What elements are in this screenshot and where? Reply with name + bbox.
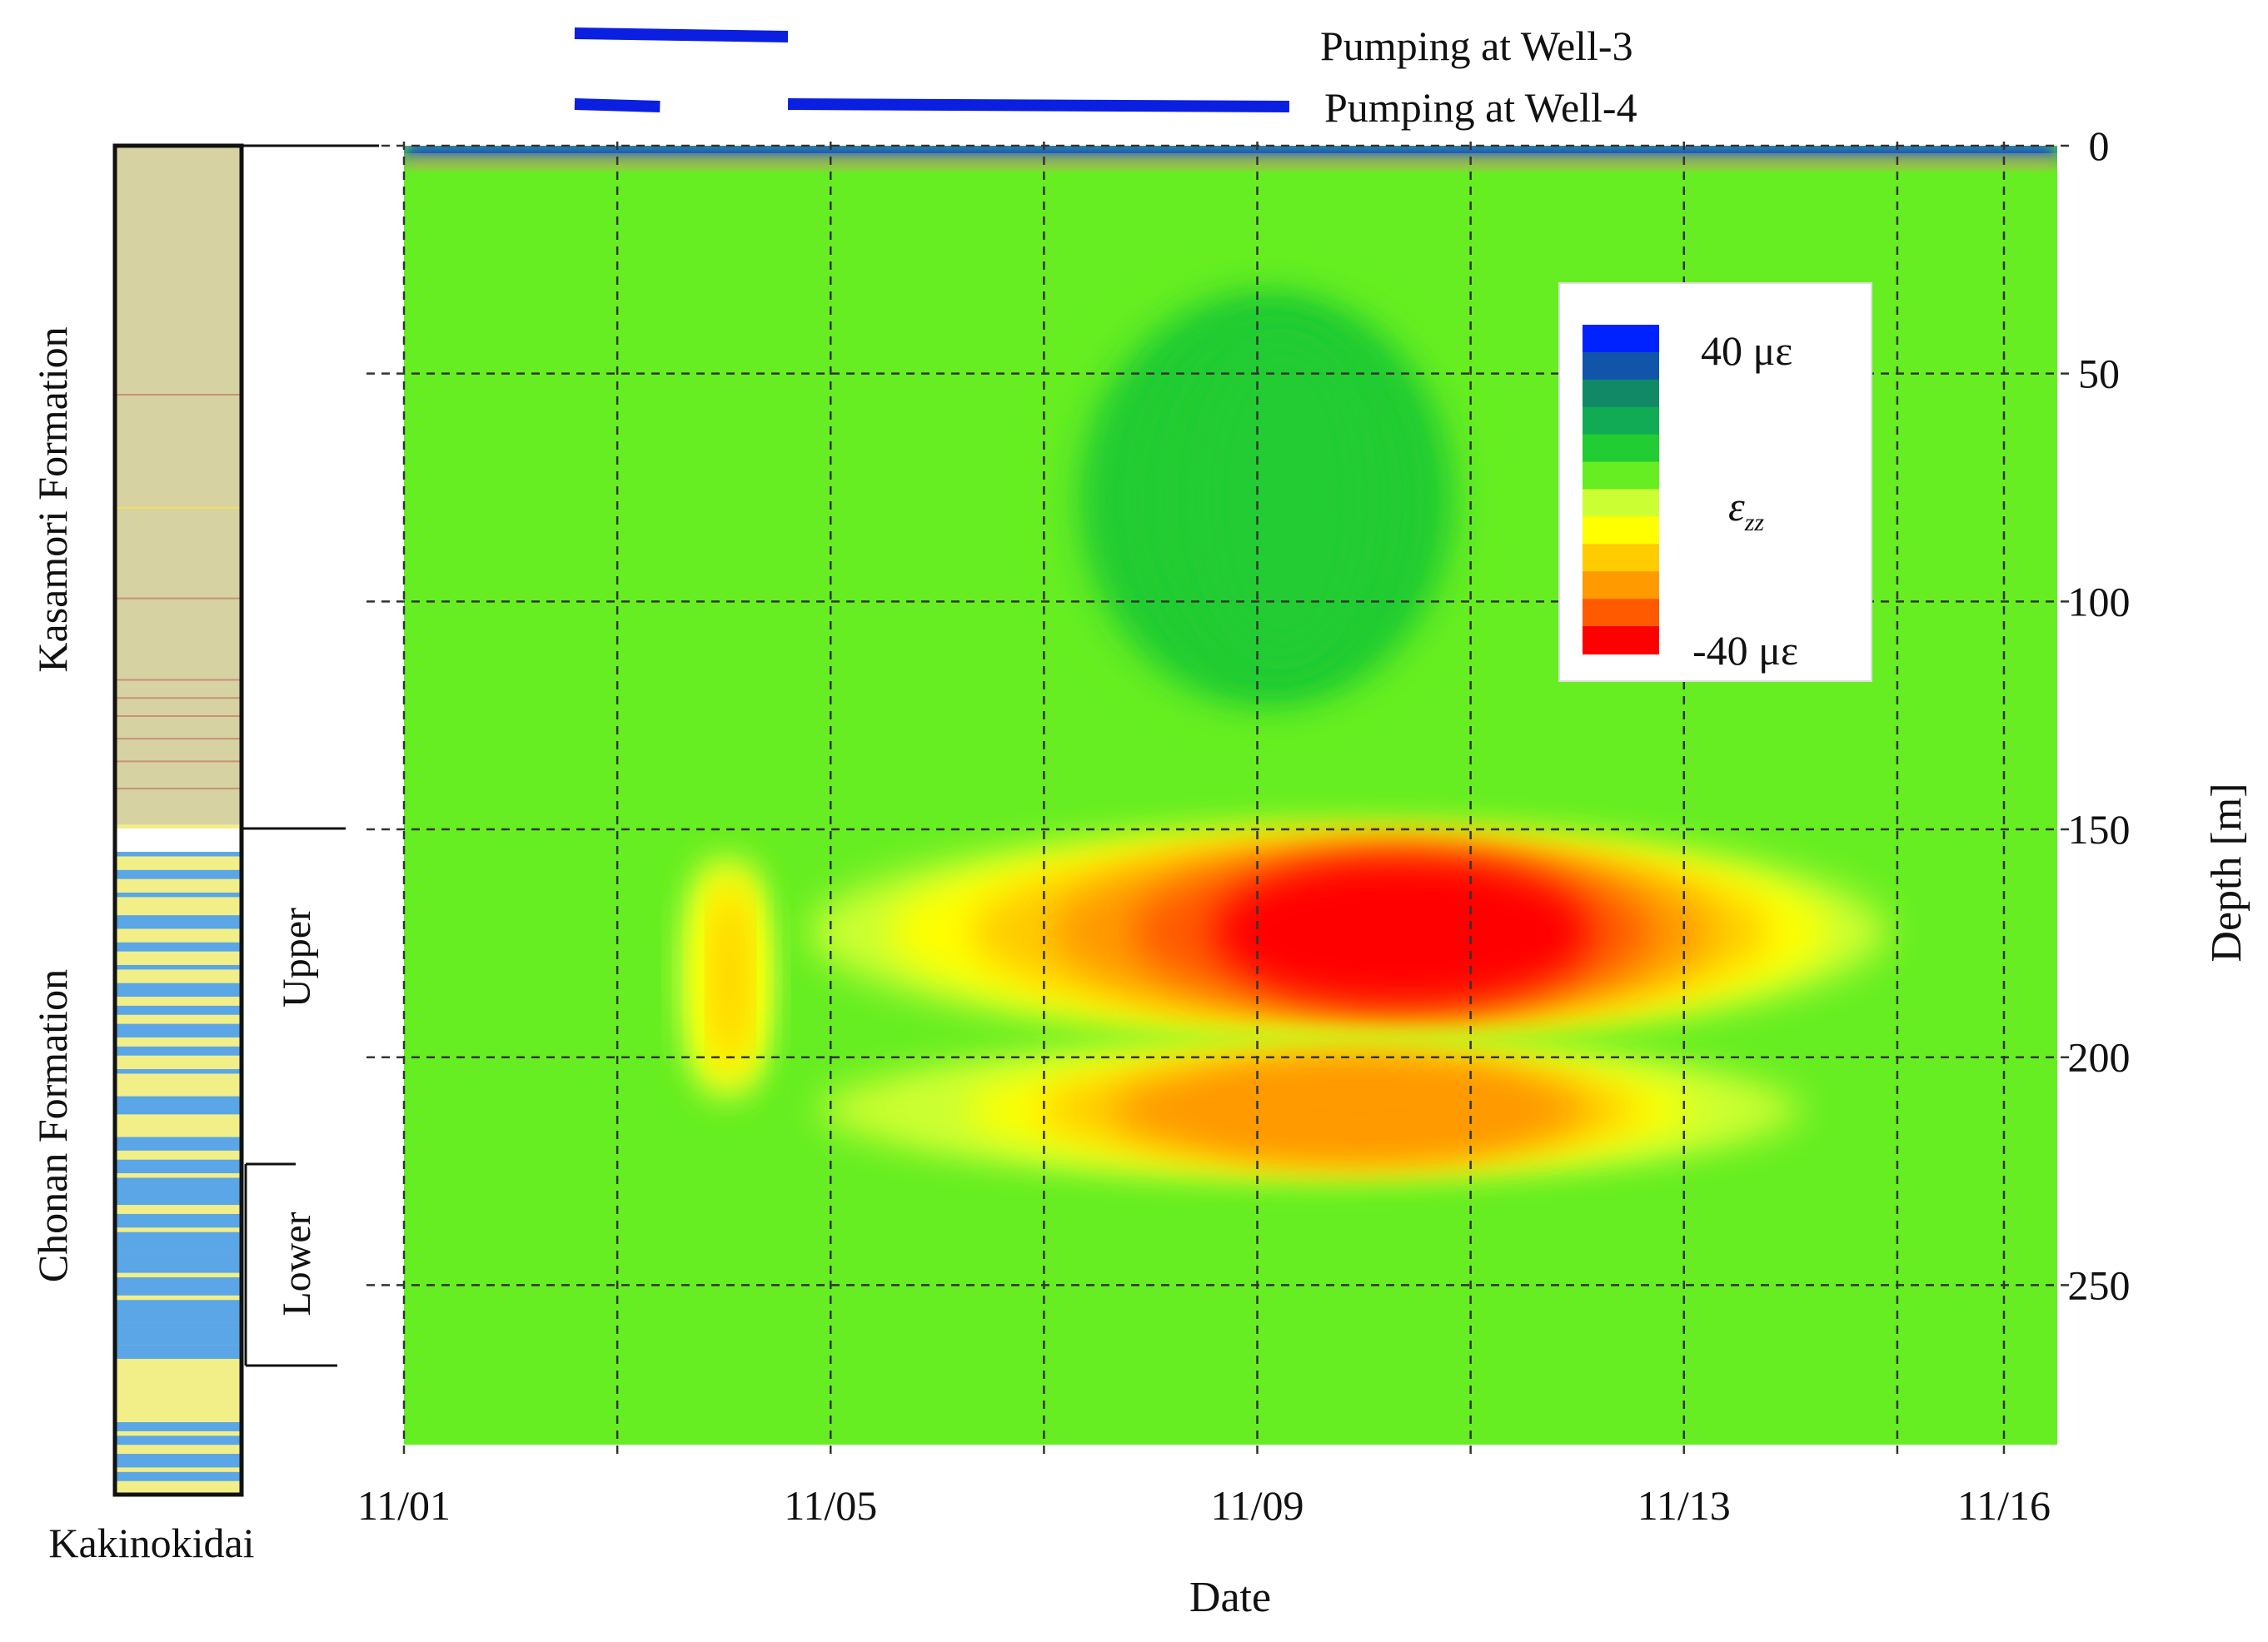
- chonan-blue-layer-3: [117, 915, 240, 929]
- colorbar-step-0: [1583, 325, 1659, 353]
- colorbar-step-11: [1583, 626, 1659, 654]
- chonan-blue-layer-7: [117, 1005, 240, 1015]
- colorbar-symbol-main: ε: [1728, 483, 1745, 530]
- strain-contour-3-6: [1208, 346, 1358, 653]
- chonan-blue-layer-19: [117, 1300, 240, 1323]
- x-tick-label-4: 11/16: [1957, 1482, 2051, 1529]
- colorbar-step-10: [1583, 599, 1659, 628]
- strain-field: [671, 282, 1887, 1172]
- colorbar-step-5: [1583, 461, 1659, 490]
- grid: [366, 142, 2070, 1457]
- chonan-blue-layer-22: [117, 1422, 240, 1431]
- formation-label-kasamori: Kasamori Formation: [29, 326, 76, 672]
- y-tick-label-3: 150: [2068, 806, 2131, 853]
- surface-band: [404, 146, 2057, 167]
- chonan-blue-layer-18: [117, 1277, 240, 1296]
- chonan-blue-layer-21: [117, 1345, 240, 1359]
- chonan-blue-layer-15: [117, 1213, 240, 1228]
- x-tick-label-3: 11/13: [1637, 1482, 1731, 1529]
- stratigraphic-column: Kasamori Formation Chonan Formation Uppe…: [29, 143, 379, 1566]
- chonan-blue-layer-9: [117, 1046, 240, 1056]
- x-axis-ticks: 11/01 11/05 11/09 11/13 11/16: [357, 1482, 2051, 1529]
- chonan-blue-layer-13: [117, 1159, 240, 1174]
- colorbar-legend: 40 με εzz -40 με: [1558, 282, 1872, 682]
- y-axis-title: Depth [m]: [2203, 783, 2251, 962]
- chonan-blue-layer-25: [117, 1471, 240, 1481]
- chonan-blue-layer-8: [117, 1023, 240, 1037]
- pumping-bar-4-0: [574, 98, 660, 112]
- strain-contour-2-6: [711, 888, 750, 1067]
- chonan-blue-layer-2: [117, 892, 240, 898]
- pumping-label-well-4: Pumping at Well-4: [1324, 84, 1637, 131]
- colorbar-min-label: -40 με: [1692, 627, 1798, 674]
- x-tick-label-1: 11/05: [784, 1482, 877, 1529]
- chonan-blue-layer-1: [117, 869, 240, 879]
- x-axis-title: Date: [1189, 1574, 1271, 1621]
- colorbar-step-3: [1583, 406, 1659, 435]
- pumping-label-well-3: Pumping at Well-3: [1320, 22, 1633, 69]
- chonan-blue-layer-11: [117, 1096, 240, 1115]
- pumping-bar-3-0: [574, 27, 789, 42]
- y-axis-ticks: 0 50 100 150 200 250: [2068, 122, 2131, 1308]
- chonan-blue-layer-4: [117, 942, 240, 952]
- colorbar-step-4: [1583, 434, 1659, 463]
- x-tick-label-2: 11/09: [1210, 1482, 1303, 1529]
- unit-label-lower: Lower: [275, 1212, 319, 1316]
- colorbar-step-6: [1583, 489, 1659, 518]
- x-tick-label-0: 11/01: [357, 1482, 451, 1529]
- strain-contour-1-6: [1187, 1066, 1531, 1153]
- chonan-blue-layer-0: [117, 852, 240, 857]
- formation-fill-0: [117, 146, 240, 825]
- well-name: Kakinokidai: [48, 1520, 254, 1566]
- chonan-blue-layer-24: [117, 1454, 240, 1468]
- chonan-blue-layer-6: [117, 983, 240, 998]
- chonan-blue-layer-16: [117, 1232, 240, 1251]
- colorbar-symbol-sub: zz: [1744, 509, 1765, 536]
- y-tick-label-1: 50: [2078, 351, 2120, 397]
- column-outline: [112, 143, 244, 1497]
- formation-label-chonan: Chonan Formation: [29, 969, 76, 1282]
- chonan-blue-layer-10: [117, 1068, 240, 1074]
- strain-contour-0-6: [1213, 859, 1591, 1005]
- y-tick-label-0: 0: [2089, 122, 2110, 169]
- pumping-schedule: Pumping at Well-3 Pumping at Well-4: [574, 22, 1637, 131]
- y-tick-label-4: 200: [2068, 1034, 2131, 1081]
- colorbar-step-2: [1583, 379, 1659, 408]
- chonan-blue-layer-5: [117, 964, 240, 970]
- colorbar-step-8: [1583, 544, 1659, 573]
- colorbar-step-7: [1583, 516, 1659, 545]
- colorbar-step-9: [1583, 571, 1659, 600]
- chonan-blue-layer-14: [117, 1177, 240, 1206]
- y-tick-label-5: 250: [2068, 1261, 2131, 1308]
- chonan-blue-layer-17: [117, 1250, 240, 1273]
- unit-label-upper: Upper: [275, 908, 319, 1008]
- y-tick-label-2: 100: [2068, 578, 2131, 624]
- colorbar-symbol: εzz: [1728, 483, 1764, 536]
- formation-gap: [117, 828, 240, 852]
- chonan-blue-layer-20: [117, 1322, 240, 1346]
- chonan-blue-layer-23: [117, 1436, 240, 1445]
- surface-strain-yellow: [404, 157, 2057, 167]
- colorbar-max-label: 40 με: [1701, 327, 1792, 374]
- colorbar-step-1: [1583, 351, 1659, 381]
- pumping-bar-4-1: [787, 98, 1289, 112]
- chonan-blue-layer-12: [117, 1137, 240, 1151]
- colorbar-scale: [1583, 325, 1659, 654]
